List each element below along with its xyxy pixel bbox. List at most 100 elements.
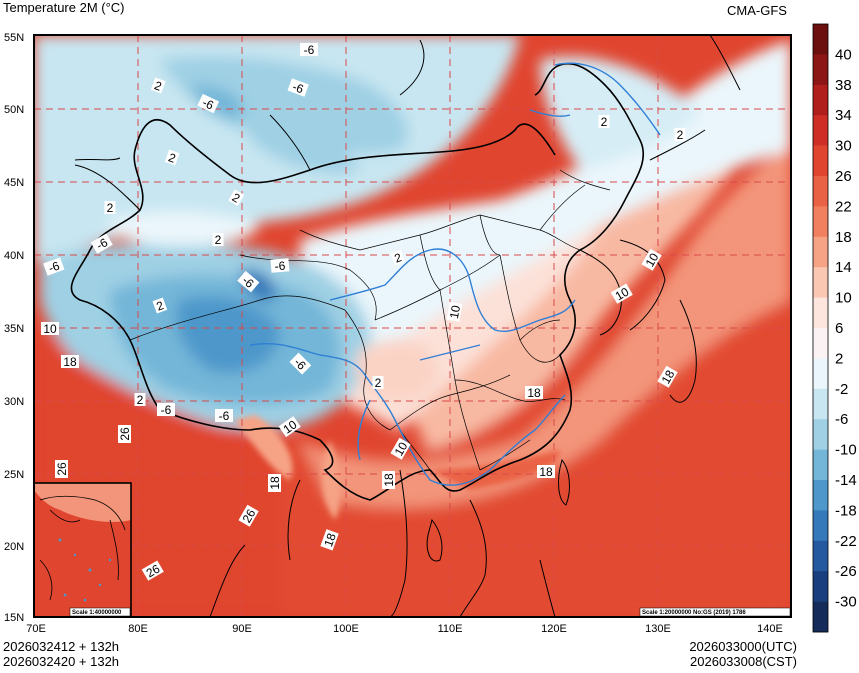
colorbar-label: -26 [835,563,857,580]
lon-label: 90E [232,623,252,635]
contour-label-bg [390,249,406,266]
contour-label: 2 [598,115,610,129]
contour-label: 18 [657,365,678,388]
colorbar-swatch [813,206,828,238]
colorbar-label: -10 [835,442,857,459]
contour-label-bg [300,43,318,56]
contour-label-bg [390,437,411,460]
colorbar-swatch [813,358,828,390]
contour-label: 18 [525,386,543,400]
contour-label-bg [43,257,65,276]
contour-label: 10 [610,283,633,304]
colorbar-label: -30 [835,594,857,611]
lon-label: 110E [438,623,463,635]
contour-label-bg [278,416,301,438]
colorbar-swatch [813,601,828,633]
contour-label: 2 [674,128,686,142]
contour-label: -6 [215,409,233,423]
colorbar-label: 2 [835,350,843,367]
lon-label: 130E [645,623,671,635]
colorbar-label: -14 [835,472,857,489]
contour-label-text: 2 [392,250,403,266]
contour-label-bg [90,233,113,254]
lon-label: 80E [128,623,148,635]
lat-label: 30N [4,396,24,408]
lon-label: 100E [333,623,359,635]
contour-label-text: 2 [677,128,684,142]
contour-label-bg [537,465,555,478]
lon-label: 120E [541,623,567,635]
contour-label-bg [446,301,463,322]
contour-label-bg [238,504,259,527]
contour-label-text: 18 [659,367,678,386]
contour-label-bg [237,270,260,293]
colorbar-swatch [813,84,828,116]
lat-label: 35N [4,323,24,335]
lat-label: 20N [4,541,24,553]
contour-label: 18 [382,471,396,489]
colorbar-label: 6 [835,320,843,337]
contour-label-text: 2 [215,233,222,247]
colorbar-label: 40 [835,46,852,63]
contour-label-bg [118,425,131,443]
colorbar-label: 26 [835,168,852,185]
contour-label-bg [55,460,68,478]
contour-label: -6 [157,403,175,417]
colorbar-swatch [813,480,828,511]
model-name: CMA-GFS [727,3,787,18]
contour-label: -6 [287,78,309,97]
contour-label-text: 18 [382,473,396,487]
colorbar-label: 34 [835,107,852,124]
colorbar-label: -18 [835,502,857,519]
contour-label-bg [382,471,395,489]
valid-time-utc: 2026033000(UTC) [689,639,797,654]
contour-label-text: -6 [304,43,315,57]
contour-label-bg [61,355,79,368]
colorbar-swatch [813,449,828,481]
contour-label-text: 26 [240,506,259,525]
contour-label-text: 10 [613,284,632,303]
rivers [249,62,661,486]
contour-label-text: 26 [144,561,163,580]
colorbar-swatch [813,328,828,359]
colorbar-label: 18 [835,229,852,246]
colorbar-label: 14 [835,259,852,276]
contour-label-bg [152,297,168,314]
contour-label-bg [134,393,146,406]
boundaries [70,35,741,617]
contour-label-bg [212,233,224,246]
contour-label: 10 [390,437,411,460]
contour-label-bg [228,189,245,206]
colorbar-swatch [813,176,828,207]
contour-label: 2 [152,297,168,314]
contour-label-bg [610,283,633,304]
contour-label-text: 2 [107,201,114,215]
colorbar-swatch [813,115,828,146]
contour-label: 26 [55,460,69,478]
contour-label: 10 [641,248,662,271]
inset-map: Scale 1:40000000 [33,482,132,618]
contour-label: 18 [61,355,79,369]
colorbar-swatch [813,236,828,268]
contour-label-bg [270,258,290,273]
contour-label-text: -6 [161,403,172,417]
init-time-cst: 2026032420 + 132h [3,654,120,669]
contour-label-text: 2 [375,376,382,390]
lat-label: 55N [4,32,24,44]
contour-label-text: 18 [321,531,339,549]
china-border [70,63,645,501]
contour-label: -6 [197,93,220,114]
contour-label: -6 [300,43,318,57]
contour-label-text: 26 [55,462,69,476]
lat-axis: 55N 50N 45N 40N 35N 30N 25N 20N 15N [4,32,24,624]
contour-label-bg [641,248,662,271]
colorbar-frame [812,23,829,633]
contour-label: 2 [150,77,166,94]
colorbar-label: 38 [835,77,852,94]
lat-label: 25N [4,469,24,481]
contour-label: 2 [164,149,180,166]
contour-label-text: 2 [601,115,608,129]
contour-label-text: 2 [137,393,144,407]
contour-label-bg [157,403,175,416]
colorbar-label: -6 [835,411,848,428]
